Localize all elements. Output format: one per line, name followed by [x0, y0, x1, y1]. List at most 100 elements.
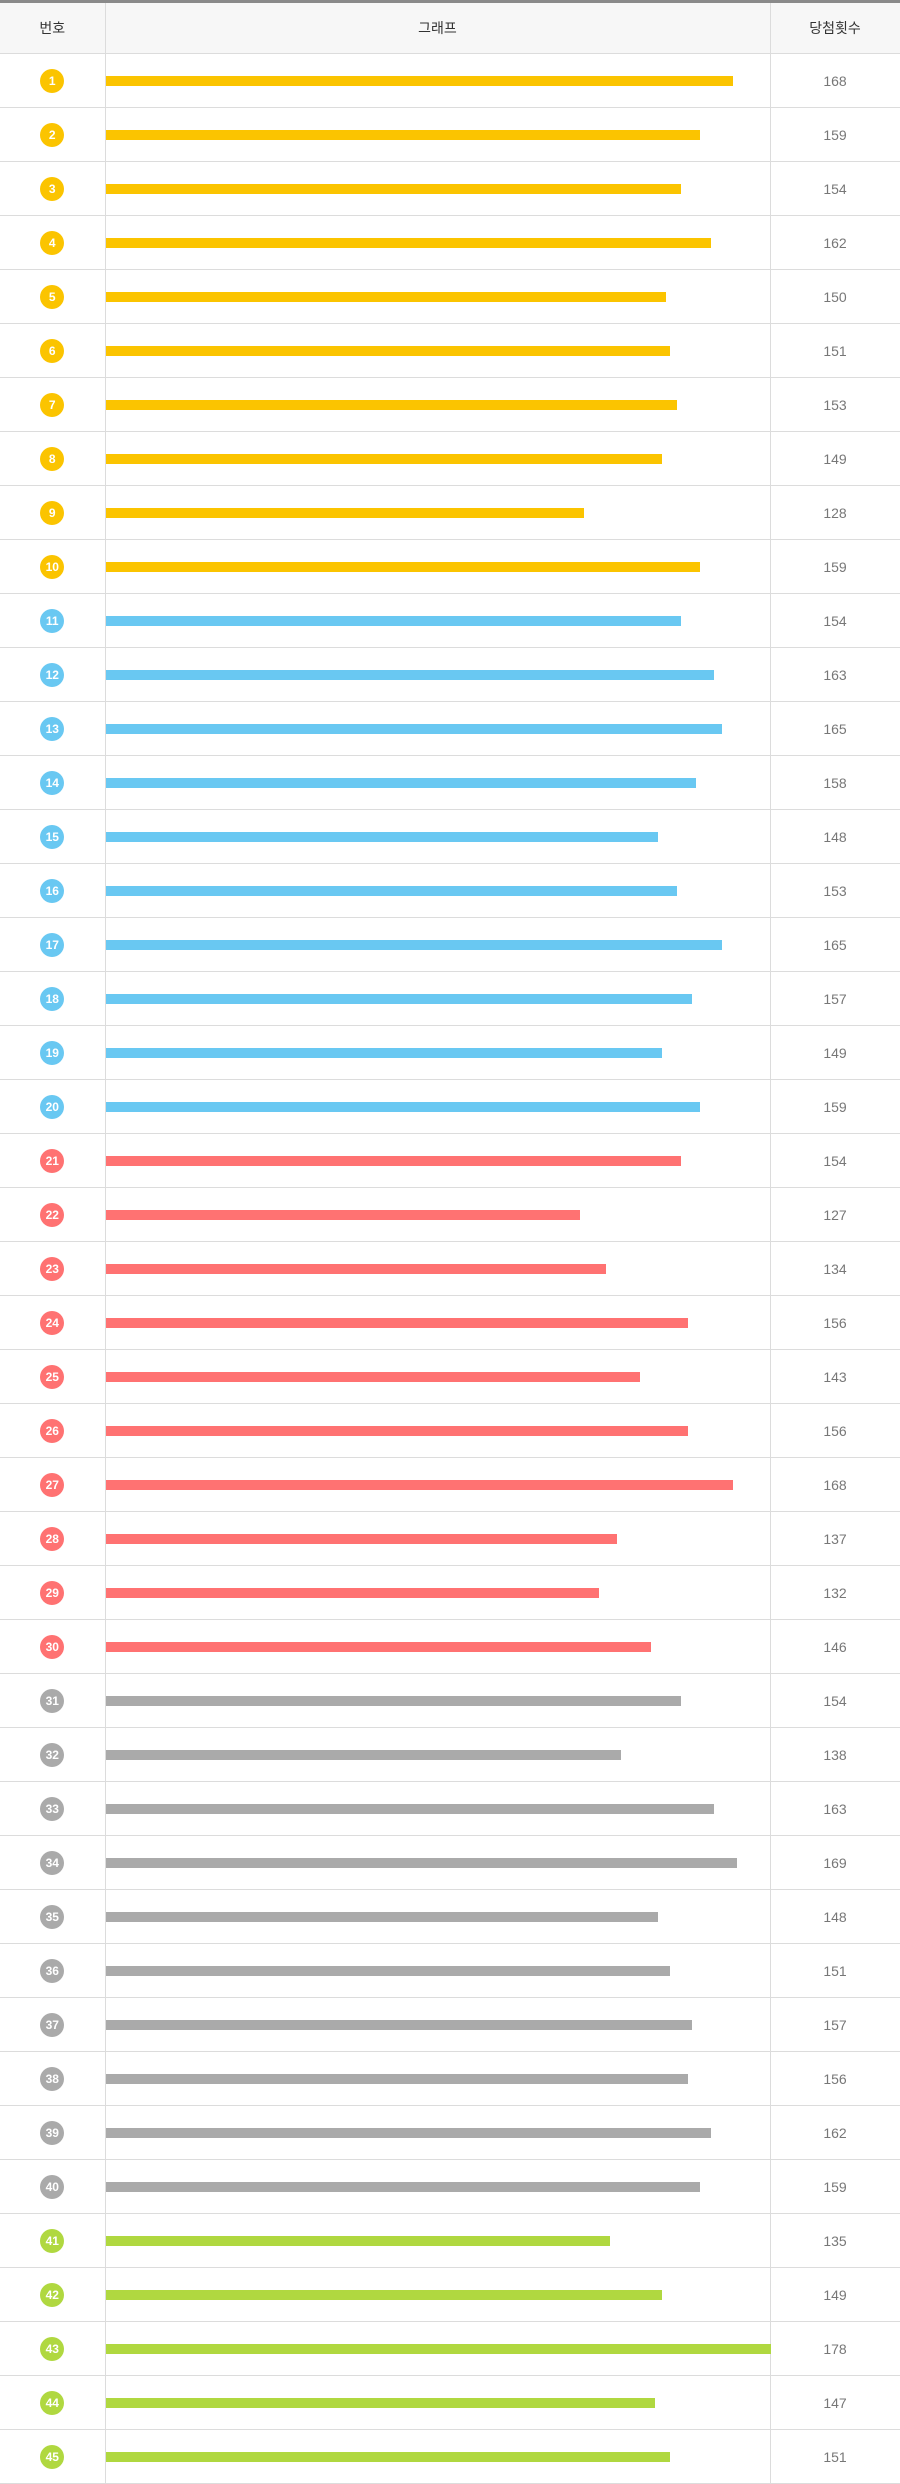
graph-cell [105, 377, 771, 432]
win-count-label: 150 [770, 269, 900, 324]
frequency-bar [105, 1371, 640, 1382]
frequency-bar [105, 1263, 607, 1274]
graph-cell [105, 1727, 771, 1782]
graph-cell [105, 863, 771, 918]
graph-cell [105, 1295, 771, 1350]
number-ball: 5 [40, 284, 65, 309]
table-row: 44 147 [0, 2375, 900, 2430]
number-ball: 33 [40, 1796, 65, 1821]
number-cell: 28 [0, 1511, 106, 1566]
number-cell: 14 [0, 755, 106, 810]
table-row: 42 149 [0, 2267, 900, 2322]
win-count-label: 149 [770, 1025, 900, 1080]
number-ball: 1 [40, 68, 65, 93]
table-row: 25 143 [0, 1349, 900, 1404]
table-row: 20 159 [0, 1079, 900, 1134]
win-count-label: 146 [770, 1619, 900, 1674]
graph-cell [105, 1565, 771, 1620]
frequency-bar [105, 723, 722, 734]
win-count-label: 153 [770, 377, 900, 432]
graph-cell [105, 917, 771, 972]
number-ball: 40 [40, 2174, 65, 2199]
table-row: 7 153 [0, 377, 900, 432]
number-cell: 39 [0, 2105, 106, 2160]
number-ball: 18 [40, 986, 65, 1011]
number-cell: 16 [0, 863, 106, 918]
graph-cell [105, 1457, 771, 1512]
number-cell: 30 [0, 1619, 106, 1674]
win-count-label: 162 [770, 215, 900, 270]
number-cell: 33 [0, 1781, 106, 1836]
number-cell: 23 [0, 1241, 106, 1296]
number-cell: 20 [0, 1079, 106, 1134]
number-cell: 31 [0, 1673, 106, 1728]
table-row: 15 148 [0, 809, 900, 864]
frequency-bar [105, 1209, 580, 1220]
graph-cell [105, 971, 771, 1026]
frequency-bar [105, 1587, 599, 1598]
number-cell: 40 [0, 2159, 106, 2214]
graph-cell [105, 539, 771, 594]
frequency-bar [105, 1425, 689, 1436]
number-ball: 34 [40, 1850, 65, 1875]
number-cell: 4 [0, 215, 106, 270]
frequency-bar [105, 2343, 771, 2354]
win-count-label: 154 [770, 593, 900, 648]
table-row: 3 154 [0, 161, 900, 216]
number-ball: 32 [40, 1742, 65, 1767]
table-row: 24 156 [0, 1295, 900, 1350]
number-cell: 36 [0, 1943, 106, 1998]
graph-cell [105, 2375, 771, 2430]
frequency-bar [105, 75, 734, 86]
number-ball: 26 [40, 1418, 65, 1443]
win-count-label: 169 [770, 1835, 900, 1890]
number-cell: 37 [0, 1997, 106, 2052]
number-cell: 35 [0, 1889, 106, 1944]
graph-cell [105, 1781, 771, 1836]
win-count-label: 162 [770, 2105, 900, 2160]
graph-cell [105, 323, 771, 378]
win-count-label: 156 [770, 1403, 900, 1458]
number-cell: 17 [0, 917, 106, 972]
number-ball: 13 [40, 716, 65, 741]
frequency-bar [105, 615, 681, 626]
number-cell: 9 [0, 485, 106, 540]
frequency-bar [105, 1533, 618, 1544]
table-row: 5 150 [0, 269, 900, 324]
number-ball: 39 [40, 2120, 65, 2145]
table-row: 30 146 [0, 1619, 900, 1674]
number-cell: 27 [0, 1457, 106, 1512]
win-count-label: 134 [770, 1241, 900, 1296]
graph-cell [105, 269, 771, 324]
frequency-bar [105, 1965, 670, 1976]
graph-cell [105, 1241, 771, 1296]
table-row: 34 169 [0, 1835, 900, 1890]
win-count-label: 147 [770, 2375, 900, 2430]
frequency-bar [105, 1695, 681, 1706]
number-cell: 24 [0, 1295, 106, 1350]
number-ball: 17 [40, 932, 65, 957]
frequency-bar [105, 237, 711, 248]
number-ball: 35 [40, 1904, 65, 1929]
frequency-bar [105, 2289, 663, 2300]
win-count-label: 156 [770, 1295, 900, 1350]
number-ball: 4 [40, 230, 65, 255]
number-cell: 1 [0, 53, 106, 108]
number-ball: 42 [40, 2282, 65, 2307]
frequency-bar [105, 831, 659, 842]
table-row: 41 135 [0, 2213, 900, 2268]
graph-cell [105, 53, 771, 108]
number-ball: 44 [40, 2390, 65, 2415]
frequency-bar [105, 993, 693, 1004]
number-ball: 23 [40, 1256, 65, 1281]
number-ball: 19 [40, 1040, 65, 1065]
number-ball: 43 [40, 2336, 65, 2361]
win-count-label: 137 [770, 1511, 900, 1566]
win-count-label: 154 [770, 1133, 900, 1188]
win-count-label: 132 [770, 1565, 900, 1620]
graph-column-header: 그래프 [105, 3, 771, 54]
table-row: 22 127 [0, 1187, 900, 1242]
number-cell: 7 [0, 377, 106, 432]
table-row: 9 128 [0, 485, 900, 540]
table-row: 36 151 [0, 1943, 900, 1998]
